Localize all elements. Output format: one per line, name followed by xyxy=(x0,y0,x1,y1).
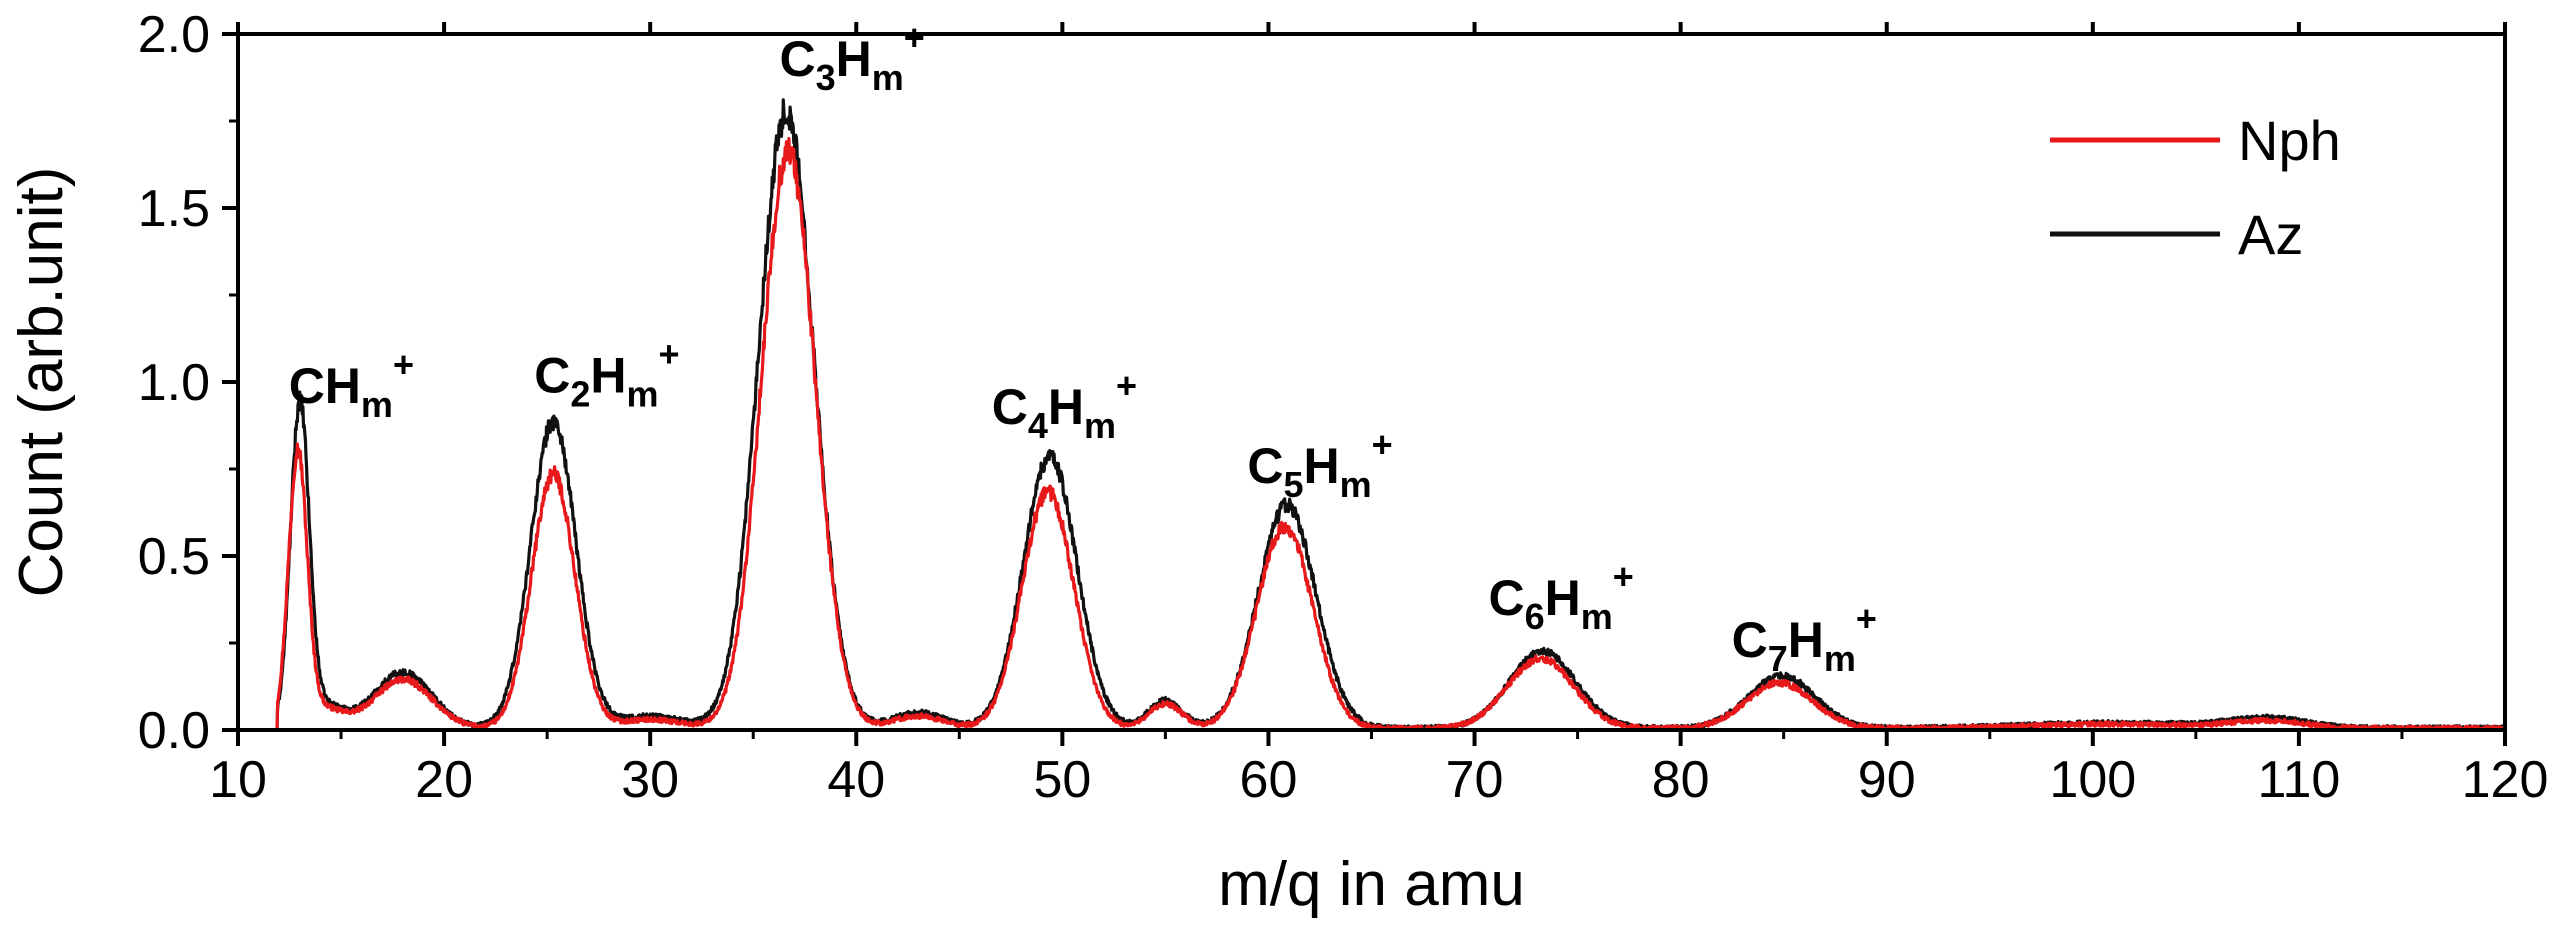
peak-label-c6h: C6Hm+ xyxy=(1488,556,1633,637)
x-tick-label: 20 xyxy=(415,751,473,809)
y-tick-label: 1.0 xyxy=(138,354,210,412)
series-layer xyxy=(237,98,2507,732)
peak-annotation-layer: CHm+ C2Hm+ C3Hm+ C4Hm+ C5Hm+ C6Hm+ C7Hm+ xyxy=(289,17,1877,679)
x-axis-title: m/q in amu xyxy=(1218,850,1525,919)
peak-label-c3h: C3Hm+ xyxy=(780,17,925,98)
legend: Nph Az xyxy=(2050,109,2341,266)
legend-label-nph: Nph xyxy=(2238,109,2341,172)
y-tick-label: 2.0 xyxy=(138,6,210,64)
x-tick-label: 80 xyxy=(1652,751,1710,809)
y-tick-label: 1.5 xyxy=(138,180,210,238)
y-tick-label: 0.0 xyxy=(138,702,210,760)
x-tick-label: 110 xyxy=(2257,751,2340,809)
series-line-nph xyxy=(237,137,2507,732)
peak-label-c4h: C4Hm+ xyxy=(992,365,1137,446)
x-tick-label: 40 xyxy=(827,751,885,809)
x-tick-label: 10 xyxy=(209,751,267,809)
peak-label-c5h: C5Hm+ xyxy=(1247,424,1392,505)
x-tick-label: 90 xyxy=(1858,751,1916,809)
x-tick-label: 60 xyxy=(1240,751,1298,809)
series-line-az xyxy=(237,98,2506,732)
y-axis-title: Count (arb.unit) xyxy=(7,167,76,598)
peak-label-ch: CHm+ xyxy=(289,344,414,425)
legend-label-az: Az xyxy=(2238,203,2303,266)
x-tick-label: 50 xyxy=(1033,751,1091,809)
y-tick-label: 0.5 xyxy=(138,528,210,586)
peak-label-c2h: C2Hm+ xyxy=(534,333,679,414)
tick-layer: 10 20 30 40 50 60 70 80 90 100 110 120 0.0 0.5 1.0 1.5 2… xyxy=(138,6,2549,809)
x-tick-label: 30 xyxy=(621,751,679,809)
x-tick-label: 100 xyxy=(2049,751,2136,809)
x-tick-label: 70 xyxy=(1446,751,1504,809)
peak-label-c7h: C7Hm+ xyxy=(1732,598,1877,679)
x-tick-label: 120 xyxy=(2462,751,2549,809)
